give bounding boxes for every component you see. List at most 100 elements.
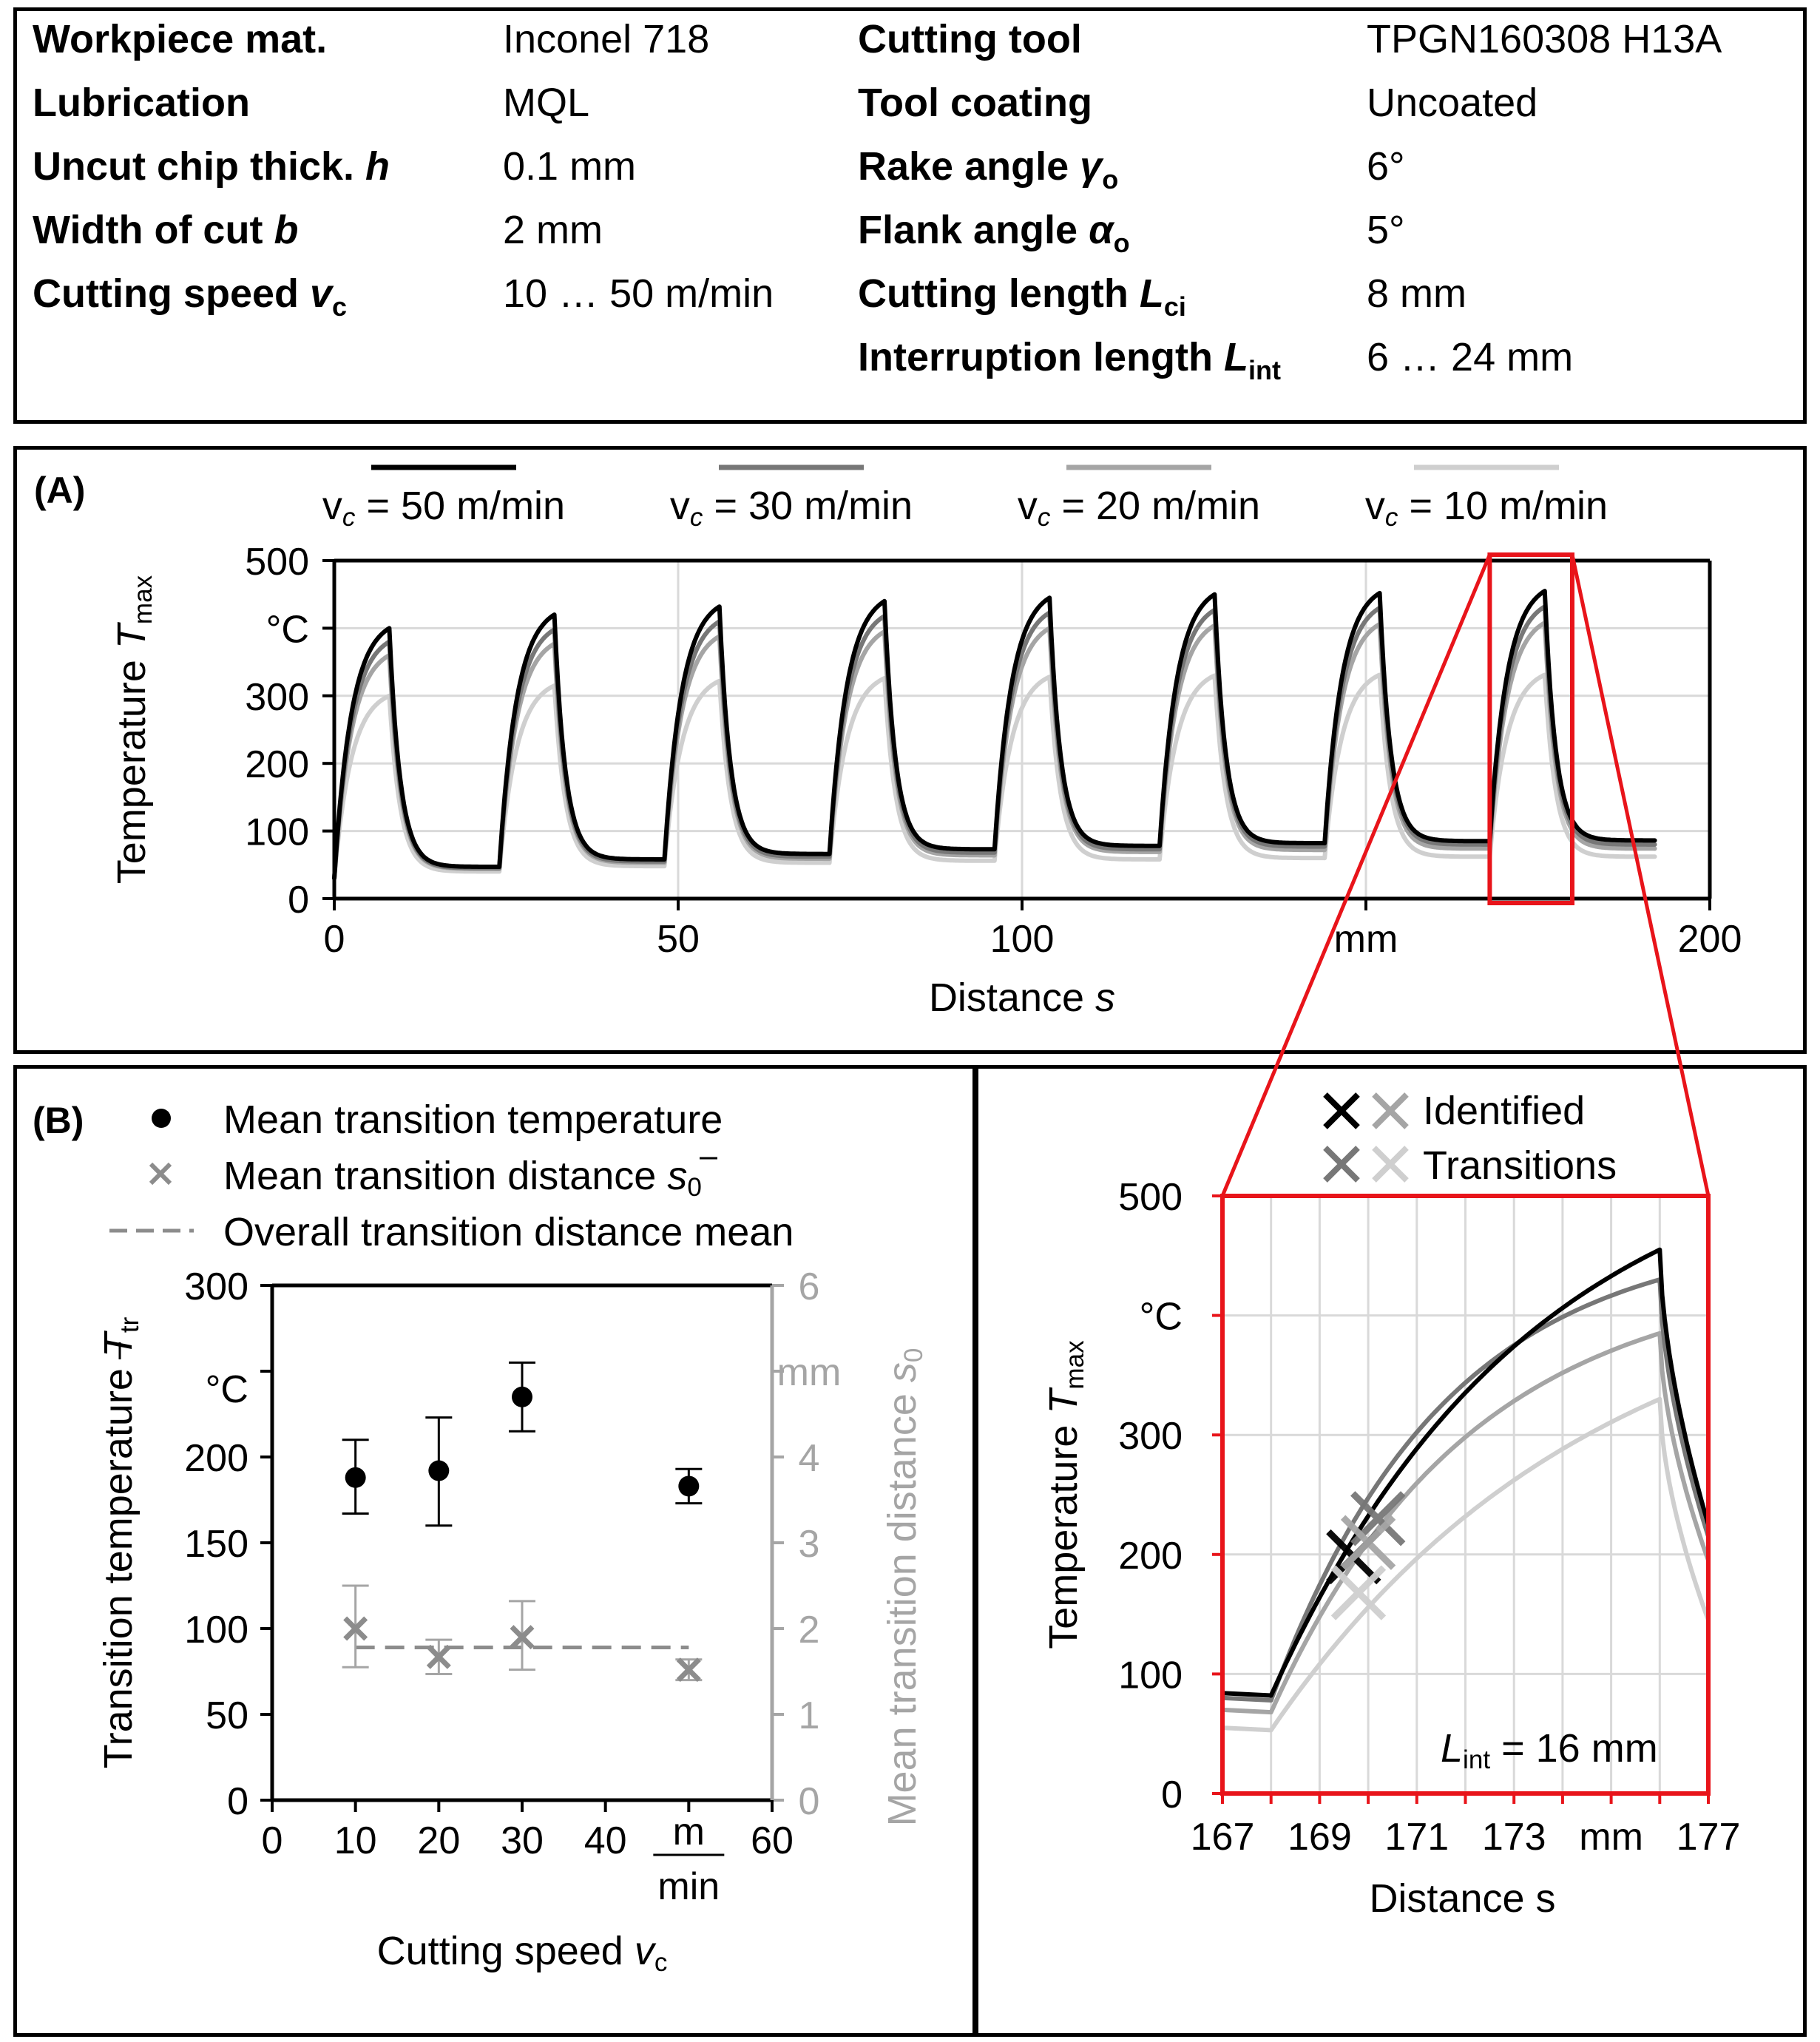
param-label: Workpiece mat. [33,17,328,61]
x-tick-label: 40 [584,1819,627,1862]
param-value: 6° [1367,144,1405,189]
y-tick-label: 300 [184,1265,248,1308]
legend-label: vc = 10 m/min [1365,484,1608,532]
y2-tick-label: 3 [799,1523,820,1566]
y-tick-label: 500 [245,541,309,584]
x-tick-label: 50 [657,918,700,961]
legend-cross-marker [1323,1092,1360,1129]
x-axis-title: Distance s [1369,1876,1555,1921]
param-value: 10 … 50 m/min [503,271,774,316]
x-tick-label: 0 [324,918,345,961]
legend-label: Mean transition temperature [223,1098,723,1142]
x-tick-label: 200 [1678,918,1742,961]
param-label: Cutting speed vc [33,271,348,322]
legend-label: vc = 30 m/min [670,484,913,532]
legend-cross-marker [1372,1092,1409,1129]
series-line-v20 [332,621,1657,881]
parameter-table [13,7,1807,424]
x-axis-title: Cutting speed vc [377,1929,668,1977]
param-label: Uncut chip thick. h [33,144,390,189]
y2-tick-label: 1 [799,1694,820,1737]
y-tick-label: 300 [1118,1415,1183,1458]
x-unit-label: mm [1334,918,1398,961]
x-tick-label: 167 [1191,1816,1255,1859]
param-value: 5° [1367,208,1405,252]
y-tick-label: 0 [1161,1774,1183,1816]
x-tick-label: 173 [1482,1816,1546,1859]
legend-label: vc = 20 m/min [1018,484,1260,532]
zoom-series-line-v10 [1220,1396,1711,1733]
x-tick-label: 10 [334,1819,377,1862]
y2-tick-label: 2 [799,1609,820,1651]
param-value: MQL [503,81,590,125]
x-axis-title: Distance s [929,976,1115,1020]
zoom-region-box [1487,552,1575,905]
x-tick-label: 20 [417,1819,460,1862]
y-tick-label: 500 [1118,1176,1183,1219]
param-label: Tool coating [858,81,1092,125]
temperature-point [345,1467,366,1488]
x-tick-label: 177 [1677,1816,1741,1859]
legend-dot-marker [152,1109,171,1128]
y-axis-title: Temperature Tmax [1041,1340,1089,1649]
param-label: Width of cut b [33,208,299,252]
y-axis-title: Temperature Tmax [109,575,158,884]
y-tick-label: 0 [288,879,309,922]
param-label: Interruption length Lint [858,335,1281,385]
y2-axis-title: Mean transition distance s0 [880,1348,928,1827]
panel-b-frame [13,1065,976,2037]
y-tick-label: 300 [245,676,309,719]
x-tick-label: 30 [501,1819,544,1862]
param-value: 8 mm [1367,271,1467,316]
x-unit-numerator: m [673,1811,705,1853]
zoom-connector-left [1220,554,1492,1197]
legend-label: Overall transition distance mean [223,1210,794,1254]
legend-cross-marker [1372,1146,1409,1183]
x-tick-label: 169 [1288,1816,1352,1859]
param-label: Cutting length Lci [858,271,1186,322]
distance-point [510,1625,535,1650]
y-unit-label: °C [206,1368,248,1411]
param-label: Flank angle αo [858,208,1130,258]
y2-unit-label: mm [777,1351,842,1394]
y-tick-label: 200 [245,743,309,786]
zoom-series-line-v20 [1220,1331,1711,1715]
zoom-connector-right [1570,554,1711,1197]
panel-label: (A) [34,470,85,511]
param-value: Uncoated [1367,81,1538,125]
distance-point [676,1657,701,1683]
transition-marker-v10 [1330,1565,1387,1620]
param-label: Rake angle γo [858,144,1119,195]
series-line-v10 [332,672,1657,881]
y-tick-label: 100 [184,1609,248,1651]
transition-marker-v20 [1340,1515,1396,1570]
param-value: 6 … 24 mm [1367,335,1574,379]
series-line-v30 [332,604,1657,881]
x-unit-denominator: min [657,1865,720,1908]
legend-label: Transitions [1423,1143,1617,1188]
x-tick-label: 60 [751,1819,794,1862]
param-value: Inconel 718 [503,17,710,61]
legend-label: Identified [1423,1089,1585,1133]
panel-a-frame [13,446,1807,1054]
legend-label: vc = 50 m/min [322,484,565,532]
x-tick-label: 171 [1384,1816,1449,1859]
y2-tick-label: 4 [799,1437,820,1480]
distance-point [426,1644,451,1669]
y-tick-label: 100 [1118,1654,1183,1697]
y-tick-label: 100 [245,811,309,854]
temperature-point [428,1460,450,1481]
y2-tick-label: 0 [799,1780,820,1823]
y-unit-label: °C [266,608,309,651]
y2-tick-label: 6 [799,1265,820,1308]
legend-cross-marker [1323,1146,1360,1183]
param-value: 2 mm [503,208,603,252]
panel-c-frame [975,1065,1807,2037]
y-tick-label: 150 [184,1523,248,1566]
y-tick-label: 0 [227,1780,248,1823]
y-axis-title: Transition temperature Ttr [96,1316,144,1768]
distance-point [343,1616,368,1641]
interruption-length-annotation: Lint = 16 mm [1441,1726,1658,1774]
legend-label: Mean transition distance s0 [223,1154,702,1202]
